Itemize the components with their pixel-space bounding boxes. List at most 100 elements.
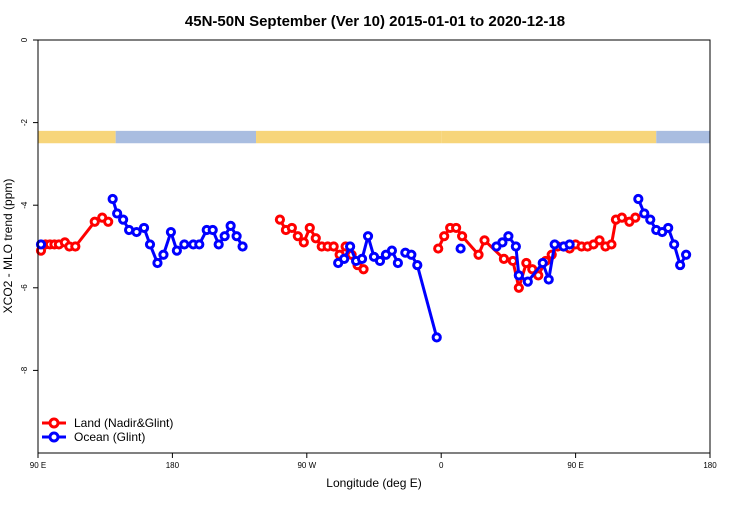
y-tick-label: -8 (20, 366, 29, 374)
series-ocean-point (118, 214, 129, 225)
series-ocean-point (406, 249, 417, 260)
x-axis-ticks: 90 E 180 90 W 0 90 E 180 (30, 453, 717, 470)
legend-marker-ocean (48, 431, 60, 443)
series-ocean-point (339, 253, 350, 264)
series-land-point (630, 212, 641, 223)
x-axis-label: Longitude (deg E) (326, 476, 421, 490)
series-land-point (70, 241, 81, 252)
y-axis-ticks: 0 -2 -4 -6 -8 (20, 37, 38, 374)
series-ocean-point (392, 257, 403, 269)
series-land-point (310, 233, 321, 244)
chart-title: 45N-50N September (Ver 10) 2015-01-01 to… (185, 13, 565, 30)
series-land-point (274, 214, 286, 225)
series-ocean-point (144, 239, 156, 250)
series-land-segment (74, 220, 96, 248)
series-ocean-point (681, 249, 692, 260)
series-ocean-point (549, 239, 560, 250)
series-ocean-point (165, 226, 177, 238)
series-land-point (606, 239, 617, 250)
series-land-point (479, 235, 490, 246)
series-land-point (103, 216, 114, 227)
series-ocean-point (231, 231, 242, 242)
series-land-point (304, 222, 315, 234)
legend: Land (Nadir&Glint) Ocean (Glint) (42, 416, 173, 444)
series-ocean-point (35, 239, 47, 250)
series-ocean-point (237, 241, 248, 252)
series-ocean-point (194, 239, 205, 250)
x-tick-label: 90 W (297, 461, 316, 470)
series-ocean-point (219, 231, 230, 242)
series-ocean-point (431, 332, 442, 343)
series-ocean-point (107, 193, 118, 205)
series-ocean-point (412, 259, 423, 271)
series-ocean-point (356, 253, 368, 264)
series-land-point (328, 241, 339, 252)
series-ocean-segment (547, 244, 557, 280)
series-land-point (594, 235, 605, 246)
x-tick-label: 180 (703, 461, 717, 470)
series-land-point (498, 253, 510, 264)
series-ocean-point (543, 274, 554, 285)
y-tick-label: -6 (20, 284, 29, 292)
x-tick-label: 180 (166, 461, 180, 470)
surface-strip-ocean-4 (656, 130, 710, 144)
series-ocean-point (564, 239, 575, 250)
y-tick-label: -4 (20, 201, 29, 209)
series-land-point (521, 257, 532, 269)
surface-strip-land-0 (38, 130, 116, 144)
series-land-point (358, 264, 369, 275)
series-ocean-point (213, 239, 224, 250)
series-ocean-point (522, 276, 533, 287)
series-ocean-point (131, 226, 142, 238)
series-ocean-point (503, 231, 514, 242)
series-ocean-point (225, 220, 236, 231)
series-land-point (473, 249, 484, 260)
series-ocean-point (455, 243, 466, 254)
series-ocean-segment (415, 264, 439, 338)
x-tick-label: 90 E (30, 461, 46, 470)
series-land-point (298, 237, 309, 248)
series-ocean-point (669, 239, 680, 250)
series-ocean-point (537, 257, 548, 269)
series-ocean-point (152, 257, 163, 269)
series-land-point (457, 231, 468, 242)
surface-strip (38, 130, 710, 144)
series-land-point (451, 222, 462, 234)
series-ocean-point (345, 241, 356, 252)
series-land-point (89, 216, 100, 227)
series-ocean-point (663, 222, 674, 234)
y-tick-label: 0 (20, 37, 29, 42)
series-ocean-point (138, 222, 150, 234)
series-land-point (286, 222, 297, 234)
series-ocean-point (639, 208, 650, 219)
surface-strip-land-2 (256, 130, 442, 144)
series-land-point (513, 282, 524, 293)
series-land-point (616, 212, 627, 223)
surface-strip-land-3 (441, 130, 657, 144)
series-ocean-point (207, 224, 218, 236)
series-ocean-point (675, 259, 686, 271)
series-ocean-point (513, 270, 524, 281)
series-ocean-point (112, 208, 123, 219)
series-ocean-point (633, 193, 644, 205)
series-ocean-point (645, 214, 656, 225)
plot-frame (37, 39, 711, 454)
y-tick-label: -2 (20, 118, 29, 126)
series-ocean-point (386, 245, 398, 256)
series-ocean-point (497, 237, 508, 248)
series-ocean-point (171, 245, 182, 256)
legend-marker-land (48, 417, 60, 429)
series-land-point (292, 231, 303, 242)
x-tick-label: 0 (439, 461, 444, 470)
series-ocean-point (179, 239, 190, 250)
surface-strip-ocean-1 (115, 130, 257, 144)
legend-label-ocean: Ocean (Glint) (74, 430, 145, 444)
y-axis-label: XCO2 - MLO trend (ppm) (1, 179, 15, 314)
legend-label-land: Land (Nadir&Glint) (74, 416, 173, 430)
series-land-point (507, 255, 518, 267)
x-tick-label: 90 E (567, 461, 583, 470)
series-ocean-point (158, 249, 169, 260)
plot-series (35, 193, 692, 343)
series-land-point (439, 231, 450, 242)
